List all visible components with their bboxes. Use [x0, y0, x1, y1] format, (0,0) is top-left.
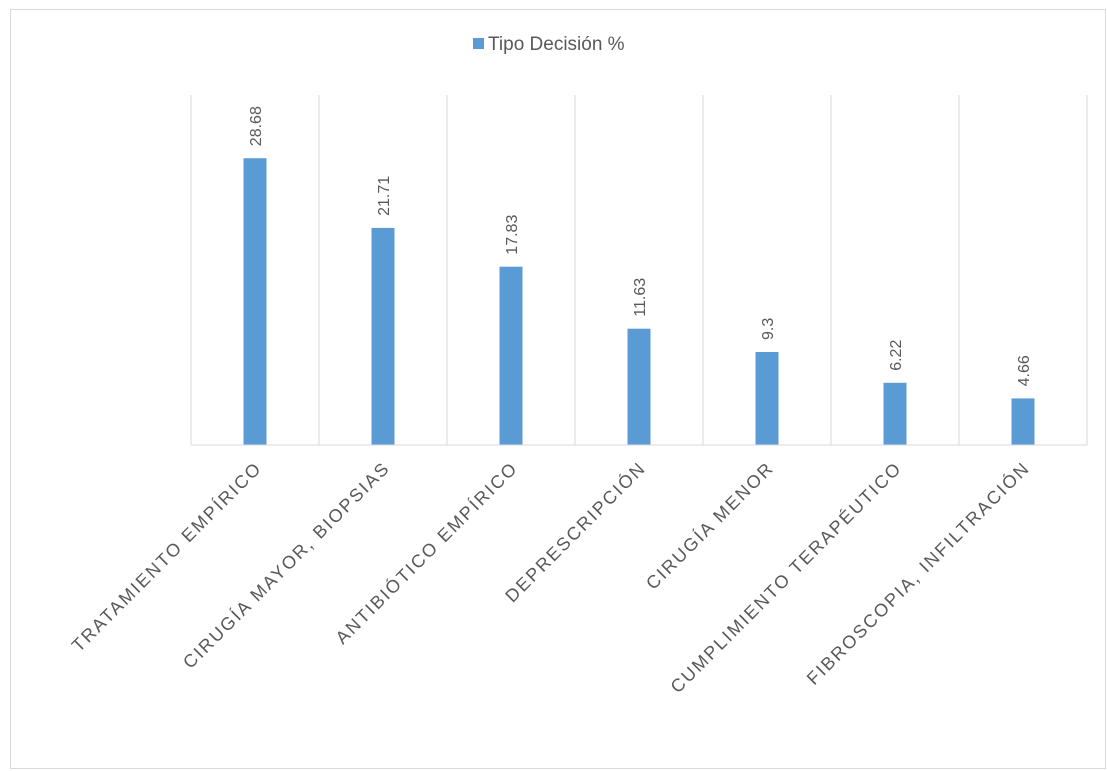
- category-label: CUMPLIMIENTO TERAPÉUTICO: [667, 458, 906, 697]
- bar: [243, 158, 267, 445]
- legend-label: Tipo Decisión %: [488, 34, 625, 55]
- bar: [1011, 398, 1035, 445]
- data-label: 9.3: [760, 318, 777, 340]
- category-label: FIBROSCOPIA, INFILTRACIÓN: [802, 457, 1034, 689]
- bar: [627, 328, 651, 445]
- legend: Tipo Decisión %: [473, 34, 625, 55]
- data-labels: 28.68 21.71 17.83 11.63 9.3 6.22 4.66: [248, 106, 1033, 386]
- data-label: 11.63: [632, 278, 649, 317]
- bar: [883, 382, 907, 445]
- data-label: 4.66: [1016, 355, 1033, 386]
- data-label: 28.68: [248, 106, 265, 146]
- chart-frame: Tipo Decisión % 28.68 21.71 17.83 11.63 9.3 6…: [10, 9, 1106, 769]
- data-label: 17.83: [504, 215, 521, 255]
- category-label: CIRUGÍA MAYOR, BIOPSIAS: [179, 458, 394, 673]
- bars: [243, 158, 1035, 445]
- bar: [499, 266, 523, 445]
- data-label: 21.71: [376, 176, 393, 216]
- chart-svg: Tipo Decisión % 28.68 21.71 17.83 11.63 9.3 6…: [68, 34, 1088, 697]
- category-label: CIRUGÍA MENOR: [642, 458, 778, 594]
- gridlines: [190, 95, 1088, 445]
- data-label: 6.22: [888, 340, 905, 371]
- legend-swatch: [473, 38, 484, 49]
- category-label: DEPRESCRIPCIÓN: [501, 457, 650, 606]
- bar: [371, 227, 395, 445]
- bar: [755, 352, 779, 445]
